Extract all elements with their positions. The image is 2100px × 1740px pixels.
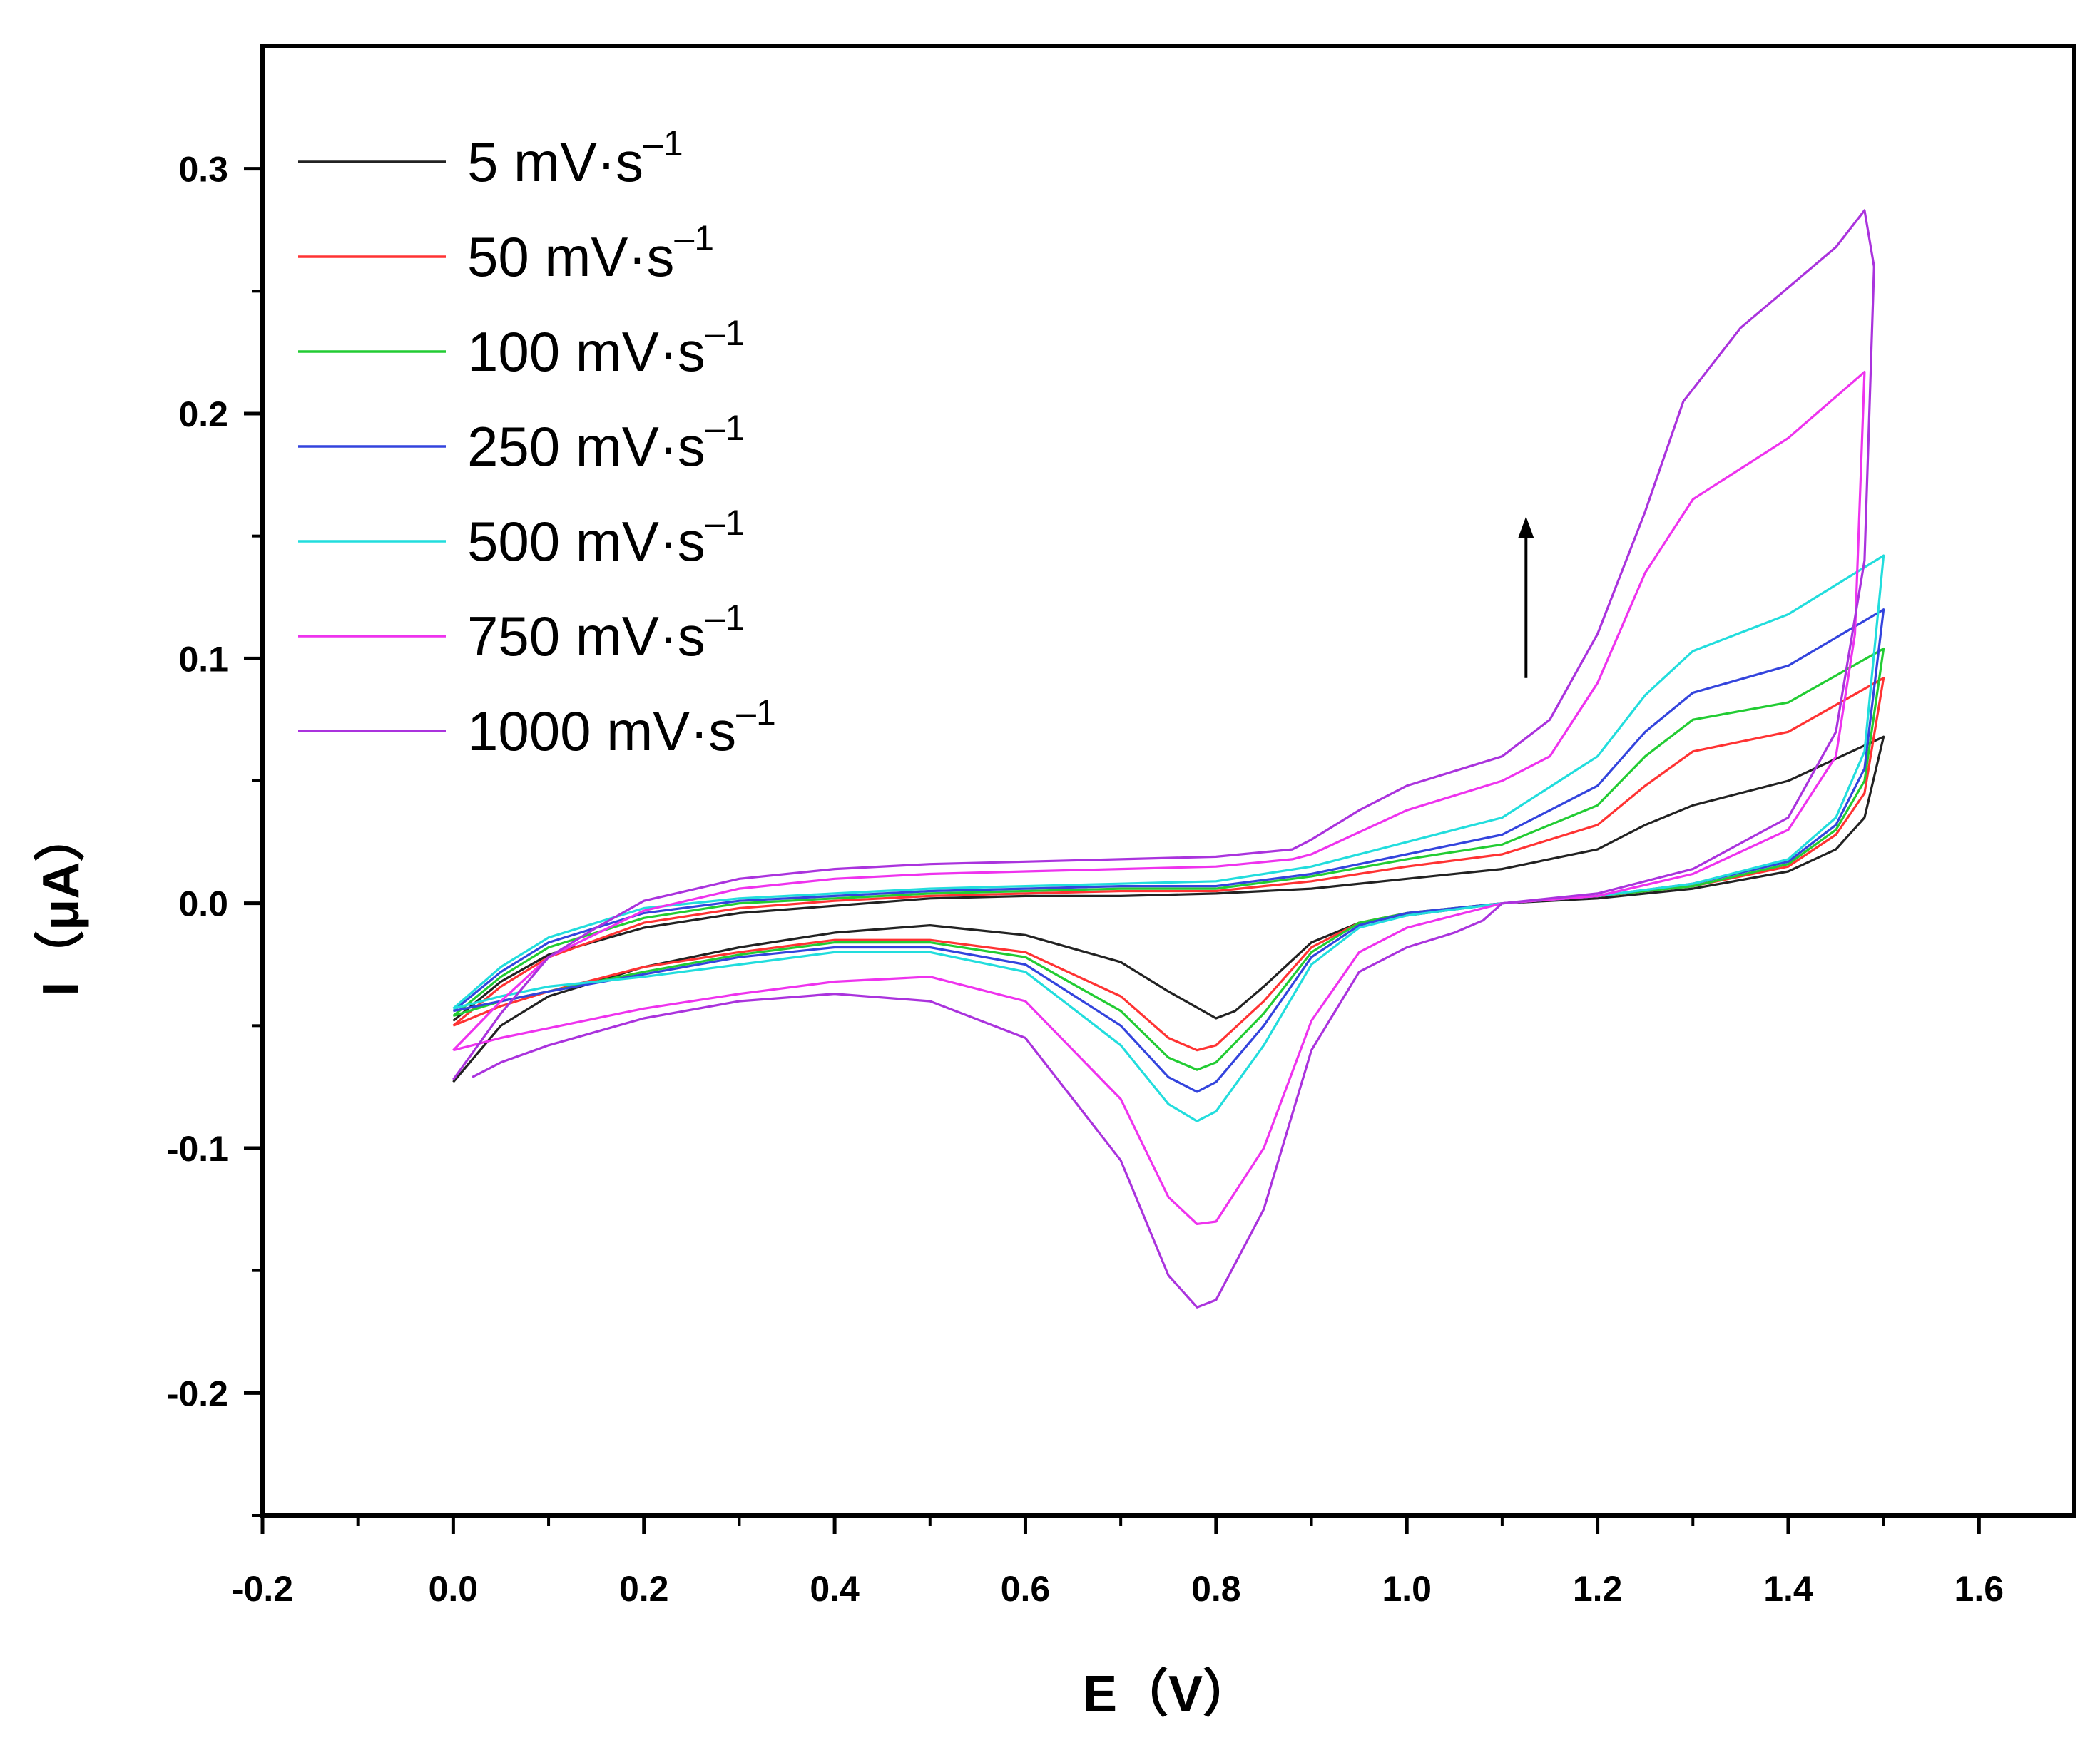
curve-layer <box>452 209 1885 1309</box>
series-line-6 <box>452 371 1866 1225</box>
x-tick-label: 1.2 <box>1573 1569 1623 1609</box>
legend-label-3: 100 mV·s–1 <box>467 313 745 383</box>
x-axis-title: E（V） <box>1083 1666 1254 1723</box>
series-line-4 <box>452 608 1885 1093</box>
series-line-1 <box>452 735 1885 1083</box>
series-line-7 <box>452 209 1875 1309</box>
legend-label-text: 100 mV·s <box>467 320 705 383</box>
legend-label-1: 5 mV·s–1 <box>467 123 683 193</box>
series-line-3 <box>452 648 1885 1071</box>
y-tick-label: -0.2 <box>167 1373 228 1413</box>
y-axis-title: I（μA） <box>33 811 90 996</box>
x-tick-label: 0.8 <box>1191 1569 1241 1609</box>
y-tick-label: 0.1 <box>178 639 228 679</box>
legend-label-4: 250 mV·s–1 <box>467 408 745 478</box>
legend-label-text: 250 mV·s <box>467 415 705 478</box>
legend-label-text: 50 mV·s <box>467 225 674 288</box>
x-tick-label: 1.0 <box>1382 1569 1432 1609</box>
legend-label-7: 1000 mV·s–1 <box>467 692 776 762</box>
legend-label-2: 50 mV·s–1 <box>467 218 714 288</box>
tick-layer: -0.2 0.0 0.2 0.4 0.6 0.8 1.0 1.2 1.4 1.6 -0.2 -0.1 0… <box>167 150 2004 1609</box>
legend-label-exponent: –1 <box>705 503 745 543</box>
legend-label-exponent: –1 <box>705 313 745 353</box>
x-tick-label: 0.0 <box>429 1569 479 1609</box>
legend-label-6: 750 mV·s–1 <box>467 598 745 667</box>
annotation-layer <box>1518 516 1534 678</box>
x-tick-label: 1.4 <box>1763 1569 1813 1609</box>
x-tick-label: 0.6 <box>1001 1569 1051 1609</box>
arrow-head-icon <box>1518 516 1534 538</box>
legend-label-text: 500 mV·s <box>467 510 705 573</box>
legend-label-exponent: –1 <box>705 598 745 638</box>
y-tick-label: -0.1 <box>167 1129 228 1169</box>
legend-label-text: 5 mV·s <box>467 130 643 193</box>
legend-label-text: 750 mV·s <box>467 605 705 667</box>
x-tick-label: 1.6 <box>1954 1569 2004 1609</box>
y-tick-label: 0.3 <box>178 150 228 190</box>
legend-label-exponent: –1 <box>736 692 776 732</box>
legend-label-exponent: –1 <box>674 218 714 258</box>
series-line-5 <box>452 554 1885 1122</box>
x-tick-label: -0.2 <box>232 1569 293 1609</box>
series-line-2 <box>452 677 1885 1052</box>
x-tick-label: 0.4 <box>810 1569 860 1609</box>
y-tick-label: 0.0 <box>178 884 228 924</box>
x-tick-label: 0.2 <box>619 1569 669 1609</box>
legend-label-exponent: –1 <box>705 408 745 448</box>
legend-label-text: 1000 mV·s <box>467 700 736 762</box>
legend-label-exponent: –1 <box>643 123 683 163</box>
y-tick-label: 0.2 <box>178 394 228 434</box>
legend-label-5: 500 mV·s–1 <box>467 503 745 573</box>
